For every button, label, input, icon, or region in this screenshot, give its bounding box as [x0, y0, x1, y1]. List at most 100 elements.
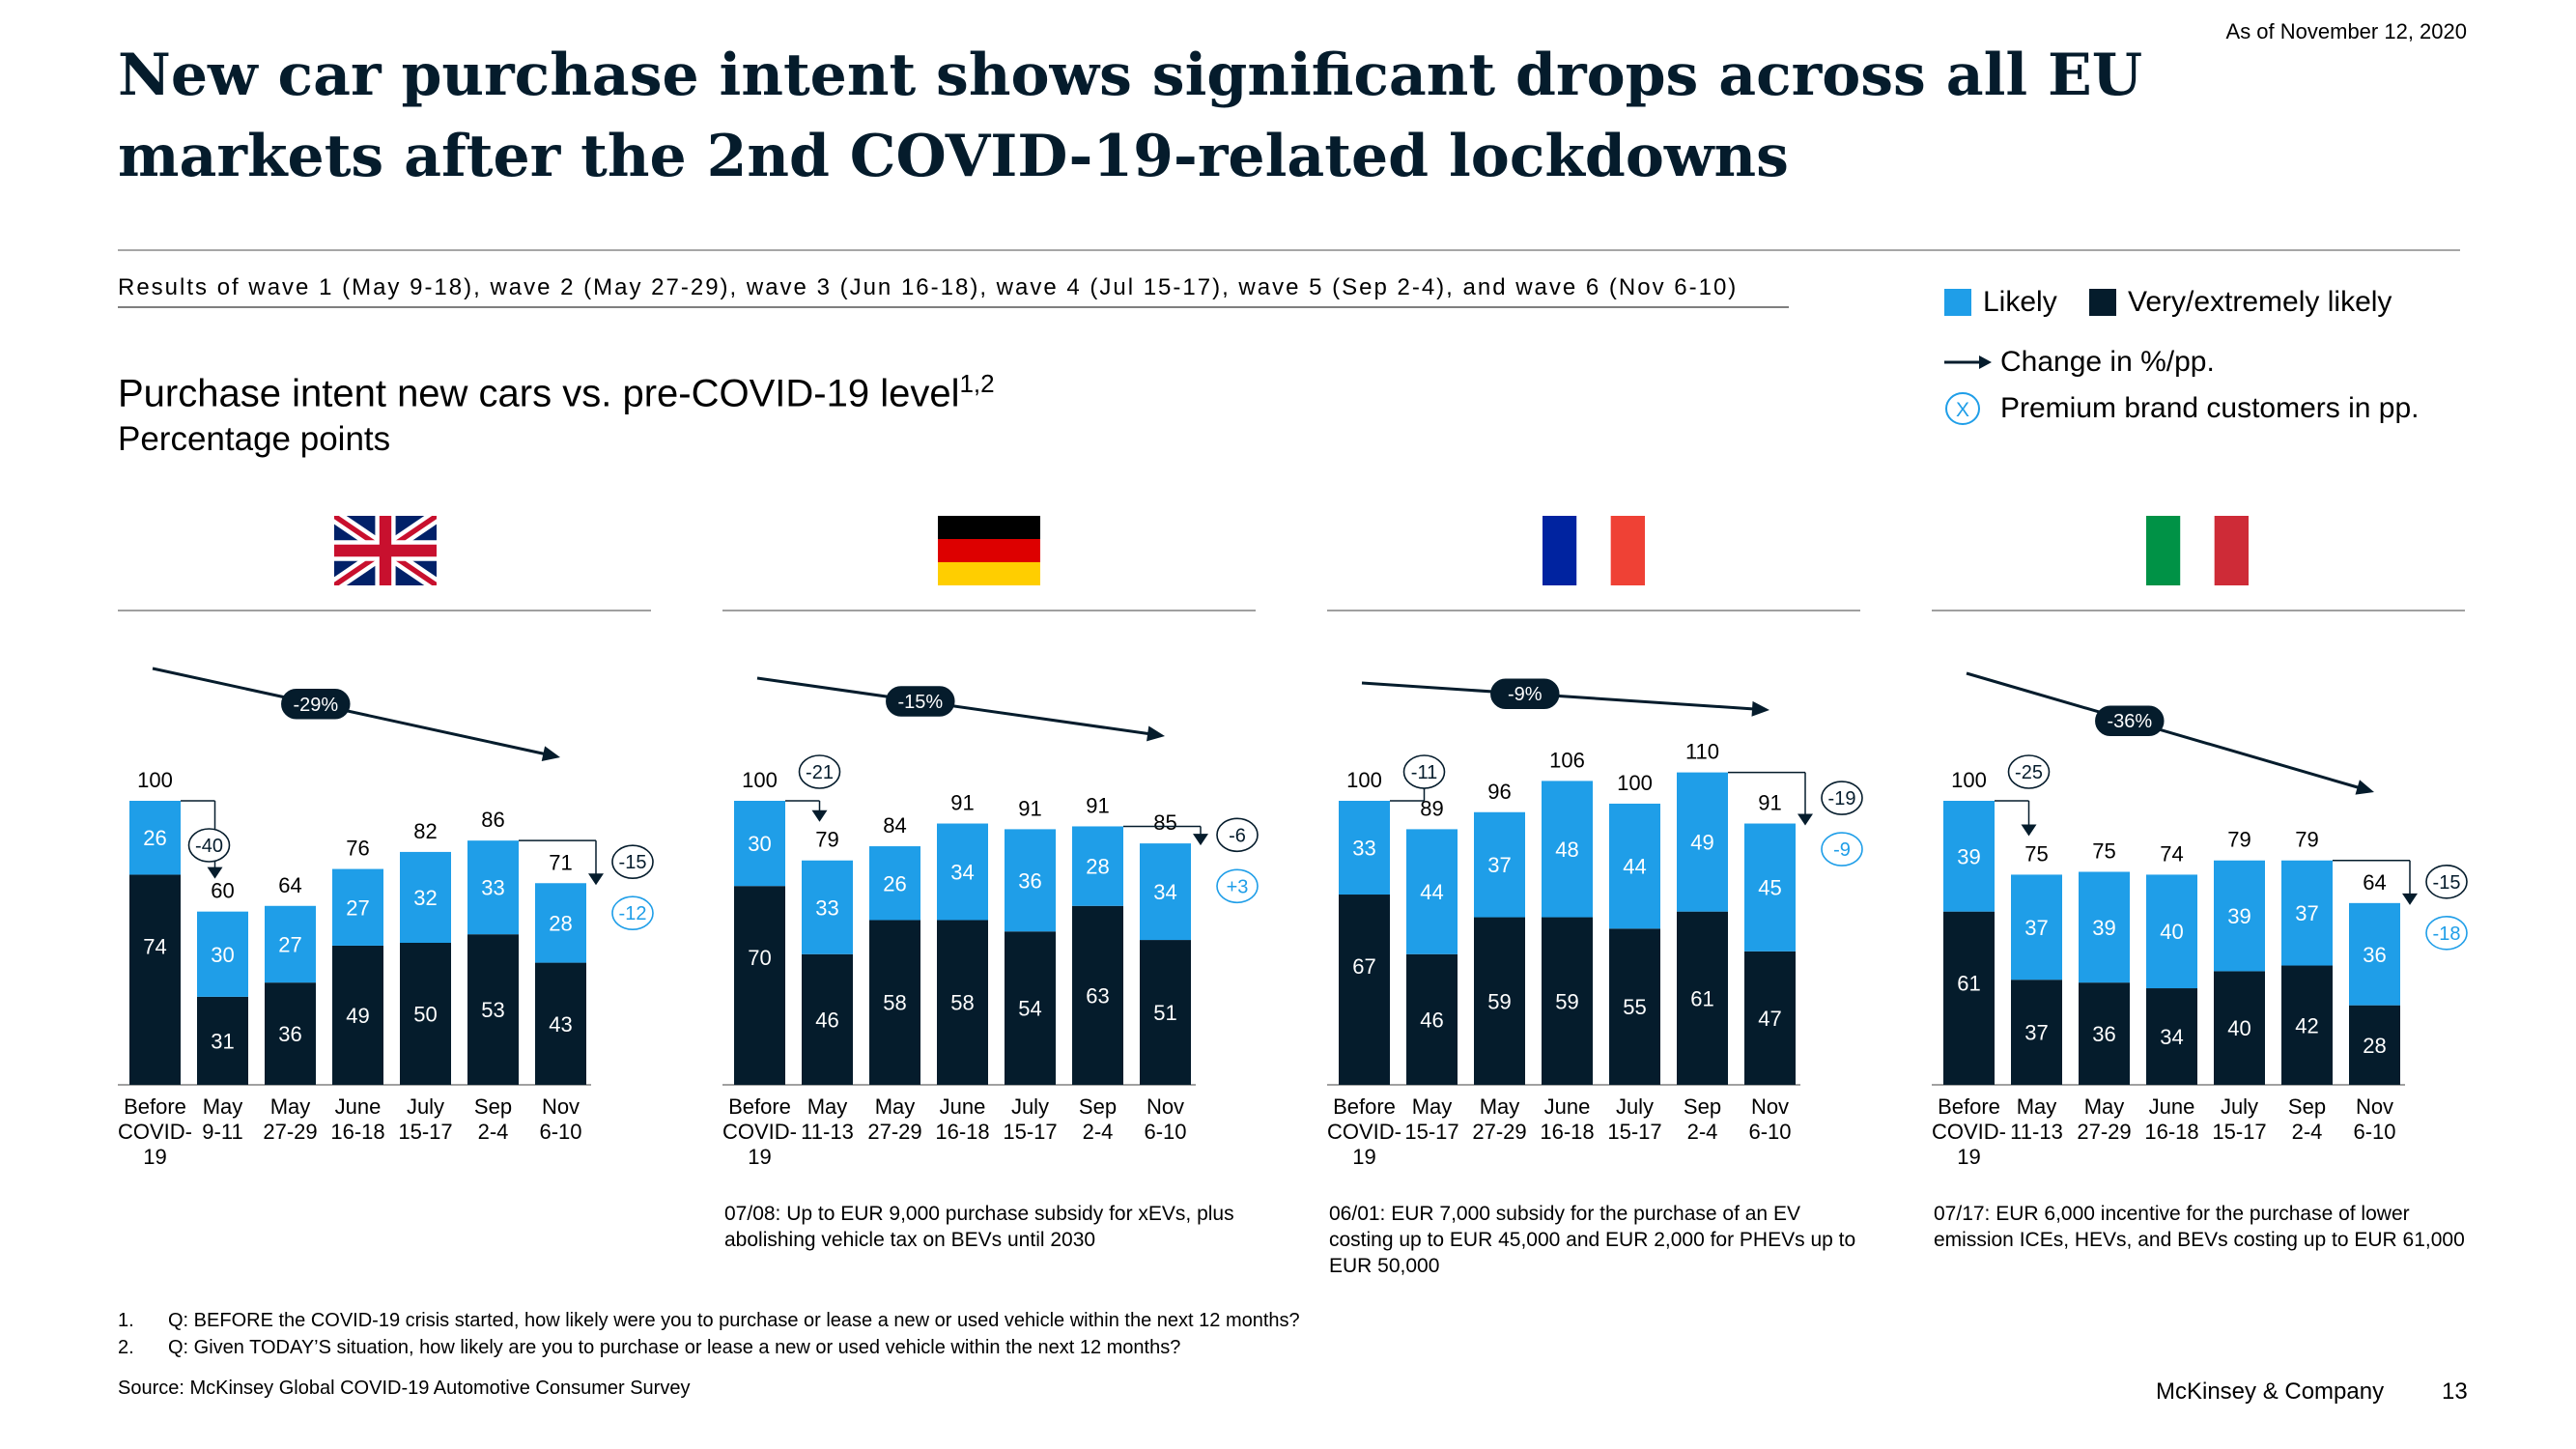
chart-2-label-likely: 30	[748, 832, 771, 856]
chart-1-bar-very-likely	[332, 945, 383, 1085]
chart-1-label-very-likely: 36	[278, 1022, 301, 1046]
chart-4-bar-likely	[2281, 860, 2333, 966]
chart-1-bar-very-likely	[467, 934, 519, 1085]
chart-subtitle: Purchase intent new cars vs. pre-COVID-1…	[118, 369, 995, 415]
chart-4-first-change-circle	[2007, 754, 2051, 789]
chart-4-premium-change: -18	[2433, 923, 2461, 945]
chart-1-bar-likely	[197, 911, 248, 997]
chart-1-tick-label: COVID-	[118, 1120, 192, 1144]
chart-4-bar-very-likely	[2349, 1005, 2400, 1085]
chart-units: Percentage points	[118, 420, 391, 458]
chart-4-label-very-likely: 28	[2363, 1034, 2386, 1058]
chart-1-label-very-likely: 74	[143, 934, 166, 958]
chart-2-label-very-likely: 54	[1018, 997, 1041, 1021]
chart-1-label-very-likely: 53	[481, 998, 504, 1022]
chart-1-label-very-likely: 43	[549, 1012, 572, 1037]
chart-4-tick-label: 19	[1957, 1145, 1980, 1169]
chart-1-premium-change: -12	[619, 903, 647, 924]
chart-4-bar-very-likely	[2146, 988, 2197, 1085]
chart-2-tick-label: 2-4	[1083, 1120, 1114, 1144]
chart-4-bar-likely	[2146, 874, 2197, 989]
chart-4-label-very-likely: 61	[1957, 972, 1980, 996]
chart-4-bar-very-likely	[1943, 911, 1995, 1085]
chart-3-tick-label: May	[1480, 1094, 1520, 1119]
survey-waves-underline	[118, 306, 1789, 308]
chart-1-tick-label: 19	[143, 1145, 166, 1169]
chart-2-label-total: 100	[742, 768, 778, 792]
legend-likely-swatch	[1944, 289, 1971, 316]
chart-2-bar-likely	[1005, 829, 1056, 932]
legend-change-label: Change in %/pp.	[2000, 346, 2215, 378]
chart-3-bar-very-likely	[1339, 895, 1390, 1085]
chart-4-trend-label-shape	[2095, 705, 2165, 736]
chart-1-label-total: 60	[211, 879, 234, 903]
chart-4-first-change-arrow	[2021, 824, 2037, 837]
chart-2-label-very-likely: 58	[950, 991, 974, 1015]
chart-2-label-total: 79	[815, 828, 838, 852]
chart-1-first-change: -40	[195, 836, 223, 857]
chart-4-tick-label: Nov	[2356, 1094, 2393, 1119]
chart-4-label-likely: 39	[2092, 916, 2115, 940]
chart-2-label-total: 85	[1153, 810, 1176, 835]
chart-3-tick-label: COVID-	[1327, 1120, 1401, 1144]
chart-2-label-total: 91	[1086, 793, 1109, 817]
chart-2-bar-likely	[937, 823, 988, 921]
chart-1-premium-change-circle	[611, 895, 654, 931]
chart-2-tick-label: 15-17	[1003, 1120, 1057, 1144]
chart-2-tick-label: Before	[728, 1094, 791, 1119]
chart-1-tick-label: July	[407, 1094, 444, 1119]
chart-3-bar-very-likely	[1542, 917, 1593, 1085]
chart-1-label-total: 71	[549, 850, 572, 874]
chart-2-tick-label: Nov	[1146, 1094, 1184, 1119]
chart-4-last-change-arrow	[2402, 893, 2418, 905]
chart-4-label-likely: 40	[2160, 920, 2183, 944]
chart-4-label-likely: 37	[2295, 901, 2318, 925]
chart-3-label-total: 110	[1685, 740, 1719, 764]
france-policy-note: 06/01: EUR 7,000 subsidy for the purchas…	[1329, 1203, 1856, 1277]
chart-4-tick-label: Before	[1938, 1094, 2000, 1119]
chart-1-bar-likely	[129, 801, 181, 875]
chart-3-label-likely: 48	[1555, 838, 1578, 862]
premium-marker-icon: X	[1945, 392, 1980, 425]
chart-3-tick-label: 19	[1352, 1145, 1375, 1169]
chart-4-first-change: -25	[2015, 762, 2043, 783]
chart-3-tick-label: 27-29	[1472, 1120, 1526, 1144]
chart-4-trend-arrowhead	[2355, 780, 2374, 795]
chart-1-bar-likely	[265, 905, 316, 983]
chart-2-first-change-arrow	[811, 810, 828, 822]
chart-1-label-very-likely: 50	[413, 1003, 437, 1027]
title-divider	[118, 249, 2460, 251]
chart-4-tick-label: 16-18	[2144, 1120, 2198, 1144]
chart-4-label-total: 64	[2363, 870, 2386, 895]
chart-1-label-likely: 33	[481, 876, 504, 900]
chart-4-tick-label: 27-29	[2077, 1120, 2131, 1144]
chart-4-bar-very-likely	[2079, 982, 2130, 1085]
chart-1-label-total: 82	[413, 819, 437, 843]
legend-premium-label: Premium brand customers in pp.	[2000, 392, 2420, 424]
legend-premium: X Premium brand customers in pp.	[1944, 390, 2420, 427]
chart-4-trend-line	[1966, 671, 2364, 790]
chart-3-label-likely: 37	[1487, 853, 1511, 877]
chart-4-tick-label: May	[2084, 1094, 2125, 1119]
legend-very-likely: Very/extremely likely	[2089, 286, 2392, 319]
company-name: McKinsey & Company	[2156, 1378, 2385, 1405]
chart-1-tick-label: 9-11	[202, 1120, 242, 1144]
chart-1-bar-likely	[535, 883, 586, 963]
chart-2-first-change-circle	[798, 754, 841, 789]
chart-2-bar-very-likely	[869, 920, 920, 1085]
chart-2-label-likely: 33	[815, 895, 838, 920]
charts-canvas: 7426100BeforeCOVID-19313060May9-11362764…	[118, 610, 2468, 1169]
chart-2-last-change-circle	[1216, 817, 1259, 853]
chart-2-tick-label: June	[940, 1094, 986, 1119]
chart-1-tick-label: 15-17	[398, 1120, 452, 1144]
chart-3-bar-likely	[1542, 781, 1593, 918]
chart-4-tick-label: 15-17	[2212, 1120, 2266, 1144]
chart-2-tick-label: 11-13	[801, 1120, 854, 1144]
germany-flag-icon	[938, 516, 1040, 585]
page-title: New car purchase intent shows significan…	[118, 42, 2143, 190]
chart-2-label-total: 91	[1018, 796, 1041, 820]
chart-1-last-change-arrow	[588, 873, 604, 886]
chart-1-last-change: -15	[619, 852, 647, 873]
chart-1-label-likely: 27	[346, 895, 369, 920]
chart-4-label-very-likely: 37	[2024, 1021, 2048, 1045]
